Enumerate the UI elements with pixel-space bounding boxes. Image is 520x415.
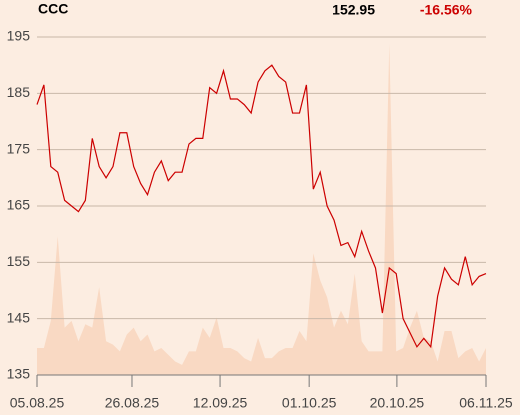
x-tick-label: 26.08.25: [105, 395, 160, 411]
price-line: [36, 64, 487, 349]
y-tick-label: 175: [7, 140, 31, 156]
y-tick-label: 165: [7, 197, 31, 213]
y-tick-label: 185: [7, 84, 31, 100]
x-tick-label: 12.09.25: [193, 395, 248, 411]
ticker: CCC: [38, 1, 68, 17]
x-tick-label: 06.11.25: [459, 395, 513, 411]
y-tick-label: 145: [7, 309, 31, 325]
x-tick-label: 01.10.25: [282, 395, 337, 411]
y-tick-label: 135: [7, 366, 31, 382]
last-price: 152.95: [332, 2, 375, 18]
volume-area: [37, 43, 486, 375]
y-tick-label: 155: [7, 253, 31, 269]
y-tick-label: 195: [7, 28, 31, 44]
change: -16.56%: [420, 2, 473, 18]
x-tick-label: 20.10.25: [370, 395, 425, 411]
x-tick-label: 05.08.25: [10, 395, 65, 411]
